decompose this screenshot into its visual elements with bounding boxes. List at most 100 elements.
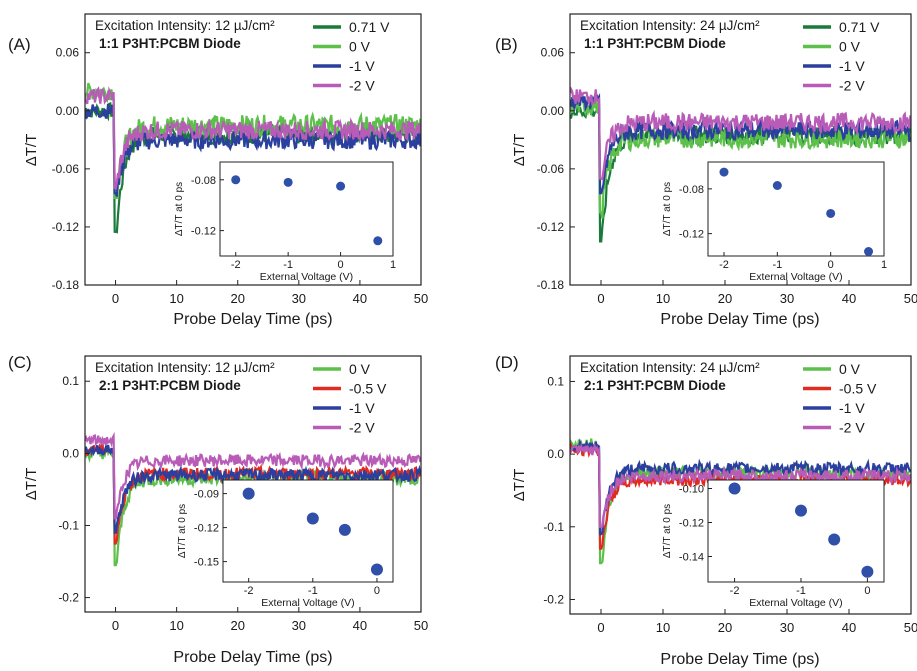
y-tick-label: -0.2 xyxy=(58,591,79,605)
chart-title: Excitation Intensity: 12 µJ/cm² xyxy=(95,360,275,375)
inset-frame xyxy=(707,161,885,257)
inset-data-point xyxy=(370,563,383,576)
inset-frame xyxy=(707,479,885,583)
chart-title: Excitation Intensity: 24 µJ/cm² xyxy=(580,18,760,33)
inset-y-tick-label: -0.12 xyxy=(679,518,704,530)
y-tick-label: 0.00 xyxy=(56,104,80,118)
chart-subtitle: 2:1 P3HT:PCBM Diode xyxy=(584,378,726,393)
x-tick-label: 20 xyxy=(718,291,732,306)
x-tick-label: 50 xyxy=(904,620,917,635)
y-tick-label: -0.06 xyxy=(52,162,80,176)
inset-x-tick-label: -1 xyxy=(283,259,293,271)
inset-y-tick-label: -0.12 xyxy=(191,226,216,238)
y-tick-label: -0.06 xyxy=(537,162,565,176)
inset-y-tick-label: -0.14 xyxy=(679,552,704,564)
chart-subtitle: 1:1 P3HT:PCBM Diode xyxy=(584,36,726,51)
legend-label: 0 V xyxy=(839,39,861,55)
inset-x-tick-label: 0 xyxy=(864,585,870,597)
x-tick-label: 50 xyxy=(414,618,428,633)
series-line xyxy=(85,431,421,520)
x-tick-label: 30 xyxy=(780,620,794,635)
y-tick-label: 0.00 xyxy=(541,104,565,118)
plot-frame xyxy=(569,13,912,286)
inset-y-tick-label: -0.09 xyxy=(194,489,219,501)
x-tick-label: 40 xyxy=(842,620,856,635)
inset-data-point xyxy=(828,533,841,546)
inset-x-axis-label: External Voltage (V) xyxy=(749,271,842,283)
y-tick-label: -0.1 xyxy=(543,520,564,534)
y-axis-label: ΔT/T xyxy=(23,468,40,501)
inset-data-point xyxy=(826,208,836,218)
legend-label: -1 V xyxy=(349,400,375,416)
x-tick-label: 50 xyxy=(414,291,428,306)
inset-x-axis-label: External Voltage (V) xyxy=(260,271,353,283)
y-axis-label: ΔT/T xyxy=(511,469,528,502)
y-axis-label: ΔT/T xyxy=(511,134,528,167)
x-tick-label: 10 xyxy=(169,291,183,306)
x-tick-label: 10 xyxy=(656,620,670,635)
inset-x-tick-label: -2 xyxy=(719,259,729,271)
series-line xyxy=(570,86,911,181)
x-tick-label: 40 xyxy=(353,618,367,633)
inset-data-point xyxy=(231,175,241,185)
inset-data-point xyxy=(336,181,346,191)
panel-label: (C) xyxy=(8,353,32,372)
x-axis-label: Probe Delay Time (ps) xyxy=(660,311,819,328)
legend-label: 0 V xyxy=(839,361,861,377)
y-tick-label: -0.12 xyxy=(52,220,80,234)
x-tick-label: 10 xyxy=(169,618,183,633)
legend-label: -2 V xyxy=(349,420,375,436)
plot-frame xyxy=(84,355,422,613)
legend-label: -2 V xyxy=(839,420,865,436)
panel-label: (A) xyxy=(8,35,31,54)
inset-x-tick-label: 0 xyxy=(338,259,344,271)
inset-data-point xyxy=(719,167,729,177)
x-axis-label: Probe Delay Time (ps) xyxy=(173,311,332,328)
inset-data-point xyxy=(283,177,293,187)
inset-y-axis-label: ΔT/T at 0 ps xyxy=(177,504,188,558)
inset-y-tick-label: -0.08 xyxy=(679,184,704,196)
y-tick-label: 0.06 xyxy=(541,46,565,60)
plot-frame xyxy=(84,13,422,286)
x-tick-label: 20 xyxy=(230,291,244,306)
chart-title: Excitation Intensity: 12 µJ/cm² xyxy=(95,18,275,33)
x-tick-label: 0 xyxy=(597,291,604,306)
y-tick-label: -0.18 xyxy=(537,278,565,292)
y-tick-label: 0.1 xyxy=(62,374,79,388)
inset-y-axis-label: ΔT/T at 0 ps xyxy=(662,504,673,558)
panel-label: (B) xyxy=(495,35,518,54)
inset-x-tick-label: -2 xyxy=(730,585,740,597)
legend-label: 0.71 V xyxy=(349,19,390,35)
legend-label: -0.5 V xyxy=(349,381,387,397)
inset-y-tick-label: -0.12 xyxy=(194,523,219,535)
inset-y-tick-label: -0.12 xyxy=(679,229,704,241)
x-tick-label: 30 xyxy=(292,618,306,633)
inset-x-tick-label: 1 xyxy=(881,259,887,271)
x-tick-label: 20 xyxy=(718,620,732,635)
x-tick-label: 0 xyxy=(112,618,119,633)
x-tick-label: 40 xyxy=(353,291,367,306)
y-axis-label: ΔT/T xyxy=(23,134,40,167)
inset-x-tick-label: 0 xyxy=(828,259,834,271)
x-tick-label: 40 xyxy=(842,291,856,306)
panel-label: (D) xyxy=(495,353,519,372)
legend-label: -2 V xyxy=(839,78,865,94)
x-tick-label: 30 xyxy=(292,291,306,306)
inset-data-point xyxy=(338,523,351,536)
legend-label: 0.71 V xyxy=(839,19,880,35)
y-tick-label: -0.2 xyxy=(543,592,564,606)
legend-label: -1 V xyxy=(839,58,865,74)
legend-label: -2 V xyxy=(349,78,375,94)
x-tick-label: 0 xyxy=(597,620,604,635)
inset-x-tick-label: -2 xyxy=(244,585,254,597)
inset-x-tick-label: 0 xyxy=(374,585,380,597)
inset-y-tick-label: -0.10 xyxy=(679,484,704,496)
inset-data-point xyxy=(861,565,874,578)
inset-x-tick-label: -1 xyxy=(308,585,318,597)
y-tick-label: 0.0 xyxy=(547,447,564,461)
series-line xyxy=(85,442,421,534)
chart-title: Excitation Intensity: 24 µJ/cm² xyxy=(580,360,760,375)
legend-label: -1 V xyxy=(839,400,865,416)
inset-x-tick-label: -1 xyxy=(772,259,782,271)
legend-label: 0 V xyxy=(349,361,371,377)
